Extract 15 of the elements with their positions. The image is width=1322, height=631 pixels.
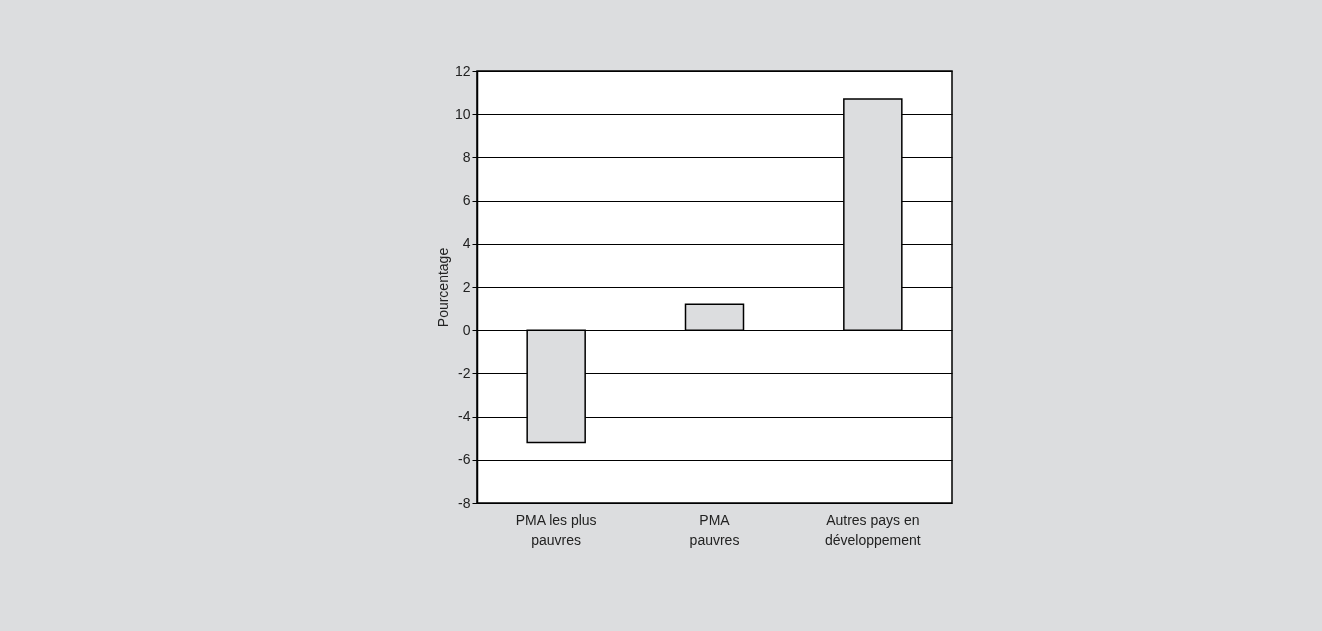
y-tick-label: 8 — [462, 148, 471, 165]
y-axis-title: Pourcentage — [434, 247, 451, 328]
y-tick-label: 6 — [462, 192, 471, 209]
y-tick-label: -8 — [458, 494, 471, 511]
x-tick-label: PMA les plus pauvres — [515, 511, 597, 548]
y-tick-label: -2 — [458, 364, 471, 381]
y-tick-label: -6 — [458, 451, 471, 468]
y-tick-label: 0 — [462, 321, 471, 338]
x-tick-label: Autres pays en développement — [824, 511, 921, 548]
y-tick-label: -4 — [458, 408, 471, 425]
y-tick-label: 12 — [454, 62, 471, 79]
x-tick-label: PMA pauvres — [689, 511, 740, 548]
y-tick-label: 10 — [454, 105, 471, 122]
y-tick-label: 2 — [462, 278, 471, 295]
y-tick-label: 4 — [462, 235, 471, 252]
